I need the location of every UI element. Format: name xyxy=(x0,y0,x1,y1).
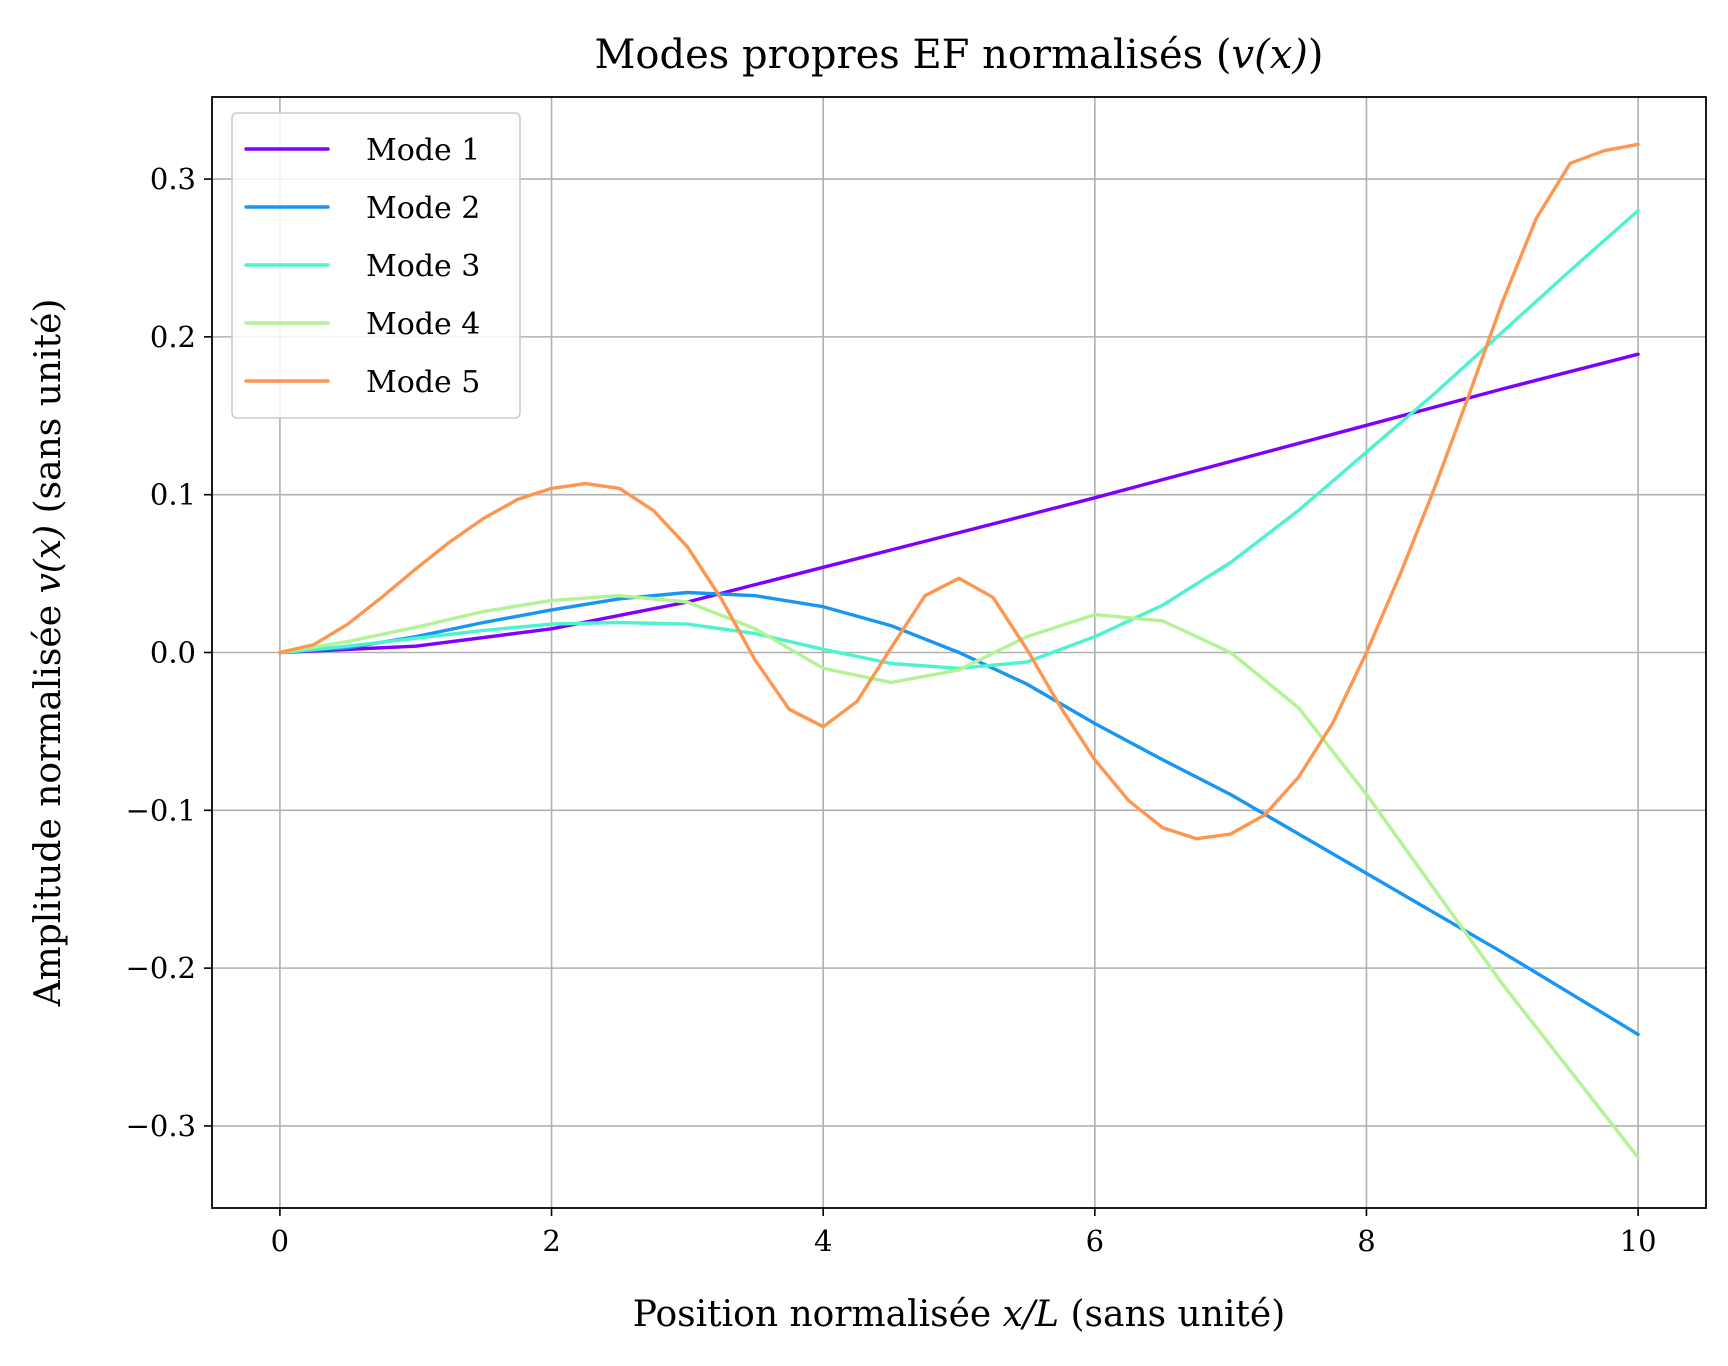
x-tick-label: 0 xyxy=(271,1224,289,1258)
legend-label: Mode 5 xyxy=(366,365,480,400)
legend-label: Mode 4 xyxy=(366,307,480,342)
x-tick-label: 6 xyxy=(1086,1224,1104,1258)
x-axis-label-text: Position normalisée xyxy=(633,1294,1003,1335)
x-tick-label: 10 xyxy=(1620,1224,1657,1258)
y-axis-label-math: v(x) xyxy=(28,525,69,594)
chart-title-math: v(x) xyxy=(1232,32,1308,78)
legend-label: Mode 1 xyxy=(366,133,480,168)
x-tick-label: 8 xyxy=(1357,1224,1375,1258)
y-axis-label: Amplitude normalisée v(x) (sans unité) xyxy=(28,299,69,1008)
series-line-mode-5 xyxy=(278,142,1640,841)
x-tick-label: 2 xyxy=(542,1224,560,1258)
y-axis-label-text: Amplitude normalisée xyxy=(28,594,69,1008)
series-layer xyxy=(278,142,1640,1160)
chart-title-close: ) xyxy=(1308,32,1324,78)
y-tick-label: 0.2 xyxy=(150,320,196,354)
chart-title-text: Modes propres EF normalisés ( xyxy=(594,32,1231,78)
chart-title: Modes propres EF normalisés (v(x)) xyxy=(594,32,1323,78)
y-tick-label: −0.2 xyxy=(126,951,196,985)
y-tick-label: 0.3 xyxy=(150,162,196,196)
series-line-mode-4 xyxy=(278,594,1640,1160)
y-tick-label: −0.1 xyxy=(126,793,196,827)
y-tick-label: 0.0 xyxy=(150,636,196,670)
legend: Mode 1 Mode 2 Mode 3 Mode 4 Mode 5 xyxy=(231,112,521,419)
y-tick-label: 0.1 xyxy=(150,478,196,512)
y-axis-label-unit: (sans unité) xyxy=(28,299,69,525)
x-axis-label-unit: (sans unité) xyxy=(1059,1294,1285,1335)
x-axis-label-math: x/L xyxy=(1003,1294,1059,1335)
series-line-mode-2 xyxy=(278,590,1640,1037)
y-tick-label: −0.3 xyxy=(126,1109,196,1143)
x-axis-label: Position normalisée x/L (sans unité) xyxy=(633,1294,1286,1335)
legend-label: Mode 2 xyxy=(366,191,480,226)
legend-box xyxy=(231,112,521,419)
legend-label: Mode 3 xyxy=(366,249,480,284)
x-tick-label: 4 xyxy=(814,1224,832,1258)
ticks: 0 2 4 6 8 10 −0.3 −0.2 −0.1 0.0 0.1 0.2 0.3 xyxy=(126,162,1657,1258)
